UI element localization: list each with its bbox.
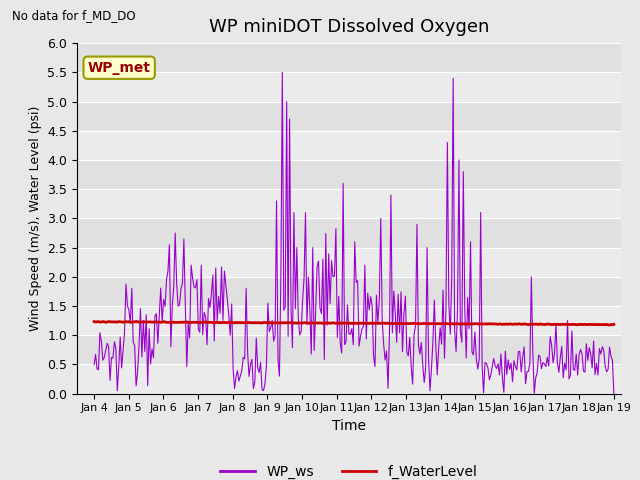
f_WaterLevel	[90, 319, 98, 324]
Bar	[77, 131, 621, 160]
f_WaterLevel	[610, 322, 618, 327]
WP_ws	[582, 341, 590, 347]
Bar	[77, 248, 621, 277]
f_WaterLevel	[582, 322, 590, 327]
Text: WP_met: WP_met	[88, 61, 150, 75]
Legend: WP_ws, f_WaterLevel: WP_ws, f_WaterLevel	[215, 459, 483, 480]
f_WaterLevel	[319, 320, 326, 326]
WP_ws	[262, 363, 270, 369]
WP_ws	[278, 70, 286, 75]
Bar	[77, 43, 621, 72]
Bar	[77, 364, 621, 394]
f_WaterLevel	[264, 320, 272, 325]
Text: No data for f_MD_DO: No data for f_MD_DO	[12, 9, 135, 22]
Bar	[77, 277, 621, 306]
WP_ws	[90, 361, 98, 367]
Line: WP_ws: WP_ws	[94, 72, 614, 394]
WP_ws	[271, 333, 279, 338]
WP_ws	[319, 256, 326, 262]
f_WaterLevel	[273, 320, 280, 325]
f_WaterLevel	[246, 320, 254, 325]
f_WaterLevel	[605, 322, 613, 328]
Line: f_WaterLevel: f_WaterLevel	[94, 321, 614, 325]
Bar	[77, 335, 621, 364]
Bar	[77, 72, 621, 102]
WP_ws	[154, 340, 162, 346]
WP_ws	[245, 373, 253, 379]
f_WaterLevel	[156, 319, 163, 325]
Y-axis label: Wind Speed (m/s), Water Level (psi): Wind Speed (m/s), Water Level (psi)	[29, 106, 42, 331]
Title: WP miniDOT Dissolved Oxygen: WP miniDOT Dissolved Oxygen	[209, 18, 489, 36]
Bar	[77, 189, 621, 218]
X-axis label: Time: Time	[332, 419, 366, 433]
Bar	[77, 160, 621, 189]
Bar	[77, 102, 621, 131]
Bar	[77, 306, 621, 335]
Bar	[77, 218, 621, 248]
f_WaterLevel	[132, 318, 140, 324]
WP_ws	[610, 391, 618, 396]
